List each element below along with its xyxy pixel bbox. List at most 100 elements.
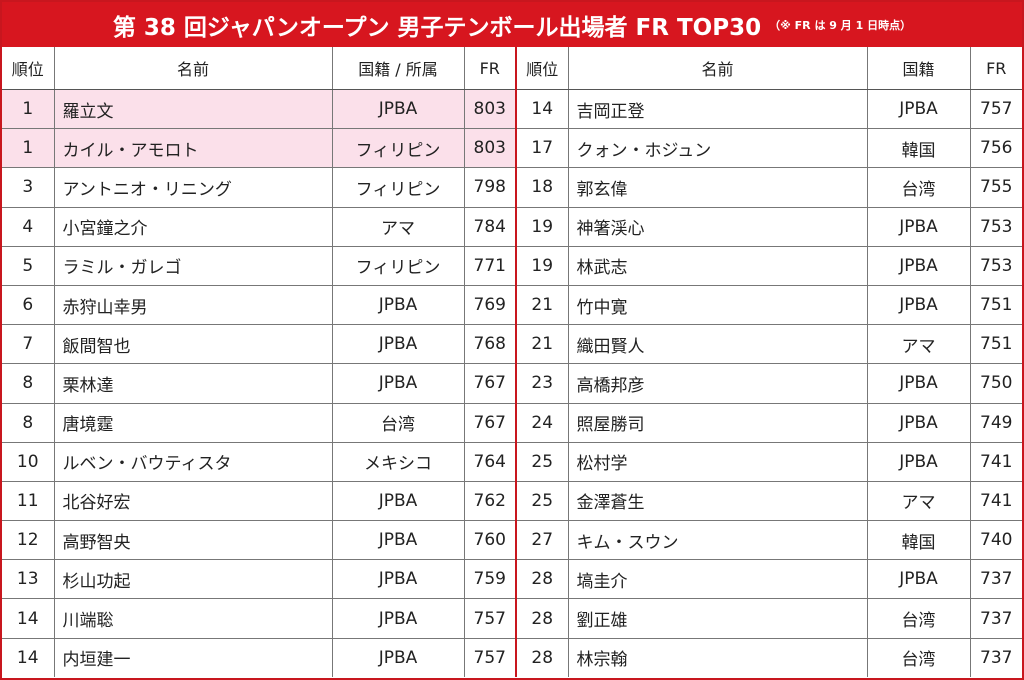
table-row: 8 栗林達 JPBA 767 23 高橋邦彦 JPBA 750 (2, 363, 1022, 404)
name-cell: キム・スウン (568, 520, 868, 561)
fr-cell: 751 (970, 324, 1022, 365)
name-cell: ルベン・バウティスタ (54, 442, 333, 482)
fr-cell: 762 (464, 481, 517, 522)
fr-cell: 737 (980, 647, 1013, 668)
fr-cell: 757 (970, 89, 1022, 130)
fr-cell: 751 (970, 285, 1022, 326)
fr-cell: 753 (970, 246, 1022, 286)
affiliation-cell: JPBA (867, 285, 971, 326)
affiliation-cell: 韓国 (867, 520, 971, 561)
fr-cell: 803 (464, 128, 517, 169)
rank-cell: 1 (2, 89, 55, 130)
name-cell: クォン・ホジュン (568, 128, 868, 169)
name-cell: 郭玄偉 (568, 167, 868, 208)
name-cell: 照屋勝司 (568, 403, 868, 443)
rank-cell: 19 (516, 246, 569, 286)
affiliation-cell: JPBA (867, 442, 971, 482)
table-row: 14 川端聡 JPBA 757 28 劉正雄 台湾 737 (2, 598, 1022, 639)
fr-cell: 759 (464, 559, 517, 600)
affiliation-cell: 台湾 (867, 167, 971, 208)
page-title: 第 38 回ジャパンオープン 男子テンボール出場者 FR TOP30 (112, 14, 762, 41)
rank-cell: 13 (2, 559, 55, 600)
table-row: 5 ラミル・ガレゴ フィリピン 771 19 林武志 JPBA 753 (2, 246, 1022, 286)
affiliation-cell: JPBA (867, 363, 971, 404)
rank-cell: 8 (2, 363, 55, 404)
fr-cell: 764 (464, 442, 517, 482)
fr-cell: 749 (970, 403, 1022, 443)
fr-cell: 755 (970, 167, 1022, 208)
name-cell: 織田賢人 (568, 324, 868, 365)
affiliation-cell: JPBA (332, 559, 465, 600)
affiliation-cell: アマ (867, 324, 971, 365)
name-cell: 林宗翰 (568, 638, 868, 677)
affiliation-cell: JPBA (332, 363, 465, 404)
name-cell: 高橋邦彦 (568, 363, 868, 404)
name-cell: 杉山功起 (54, 559, 333, 600)
name-cell: 川端聡 (54, 598, 333, 639)
affiliation-cell: 台湾 (332, 403, 465, 443)
fr-cell: 753 (970, 207, 1022, 247)
table-row: 8 唐境霆 台湾 767 24 照屋勝司 JPBA 749 (2, 403, 1022, 443)
name-cell: ラミル・ガレゴ (54, 246, 333, 286)
ranking-table: 順位 名前 国籍 / 所属 FR 順位 名前 国籍 FR 1 羅立文 JPBA 803… (2, 47, 1022, 677)
header-row: 順位 名前 国籍 / 所属 FR 順位 名前 国籍 FR (2, 47, 1022, 90)
rank-cell: 14 (516, 89, 569, 130)
fr-cell: 757 (464, 598, 517, 639)
table-row: 1 カイル・アモロト フィリピン 803 17 クォン・ホジュン 韓国 756 (2, 128, 1022, 169)
rank-cell: 24 (516, 403, 569, 443)
header-fr-right: FR (970, 47, 1022, 90)
rank-cell: 8 (2, 403, 55, 443)
rank-cell: 10 (2, 442, 55, 482)
rank-cell: 14 (2, 598, 55, 639)
affiliation-cell: JPBA (867, 246, 971, 286)
fr-cell: 741 (970, 481, 1022, 522)
table-row: 4 小宮鐘之介 アマ 784 19 神箸渓心 JPBA 753 (2, 207, 1022, 247)
rank-cell: 28 (516, 559, 569, 600)
affiliation-cell: JPBA (332, 285, 465, 326)
name-cell: 劉正雄 (568, 598, 868, 639)
name-cell: 栗林達 (54, 363, 333, 404)
affiliation-cell: アマ (867, 481, 971, 522)
name-cell: 塙圭介 (568, 559, 868, 600)
fr-cell: 803 (464, 89, 517, 130)
name-cell: 小宮鐘之介 (54, 207, 333, 247)
name-cell: 高野智央 (54, 520, 333, 561)
name-cell: 松村学 (568, 442, 868, 482)
fr-cell: 768 (464, 324, 517, 365)
rank-cell: 7 (2, 324, 55, 365)
fr-cell: 771 (464, 246, 517, 286)
table-row: 13 杉山功起 JPBA 759 28 塙圭介 JPBA 737 (2, 559, 1022, 600)
header-affiliation-left: 国籍 / 所属 (332, 47, 465, 90)
fr-cell: 737 (970, 559, 1022, 600)
affiliation-cell: JPBA (867, 403, 971, 443)
affiliation-cell: JPBA (332, 638, 465, 677)
name-cell: アントニオ・リニング (54, 167, 333, 208)
affiliation-cell: フィリピン (332, 128, 465, 169)
affiliation-cell: 台湾 (867, 598, 971, 639)
affiliation-cell: 韓国 (867, 128, 971, 169)
rank-cell: 4 (2, 207, 55, 247)
rank-cell: 25 (516, 442, 569, 482)
name-cell: 羅立文 (54, 89, 333, 130)
rank-cell: 17 (516, 128, 569, 169)
title-bar: 第 38 回ジャパンオープン 男子テンボール出場者 FR TOP30 （※ FR… (2, 2, 1022, 47)
header-name-left: 名前 (54, 47, 333, 90)
rank-cell: 5 (2, 246, 55, 286)
fr-cell: 767 (464, 363, 517, 404)
table-row: 1 羅立文 JPBA 803 14 吉岡正登 JPBA 757 (2, 89, 1022, 130)
title-note: （※ FR は 9 月 1 日時点） (769, 18, 912, 32)
name-cell: 竹中寛 (568, 285, 868, 326)
header-fr-left: FR (464, 47, 517, 90)
table-row: 3 アントニオ・リニング フィリピン 798 18 郭玄偉 台湾 755 (2, 167, 1022, 208)
rank-cell: 21 (516, 324, 569, 365)
fr-cell: 750 (970, 363, 1022, 404)
affiliation-cell: JPBA (867, 89, 971, 130)
table-row: 7 飯間智也 JPBA 768 21 織田賢人 アマ 751 (2, 324, 1022, 365)
name-cell: 赤狩山幸男 (54, 285, 333, 326)
rank-cell: 27 (516, 520, 569, 561)
affiliation-cell: フィリピン (332, 246, 465, 286)
table-row: 12 高野智央 JPBA 760 27 キム・スウン 韓国 740 (2, 520, 1022, 561)
affiliation-cell: フィリピン (332, 167, 465, 208)
rank-cell: 21 (516, 285, 569, 326)
